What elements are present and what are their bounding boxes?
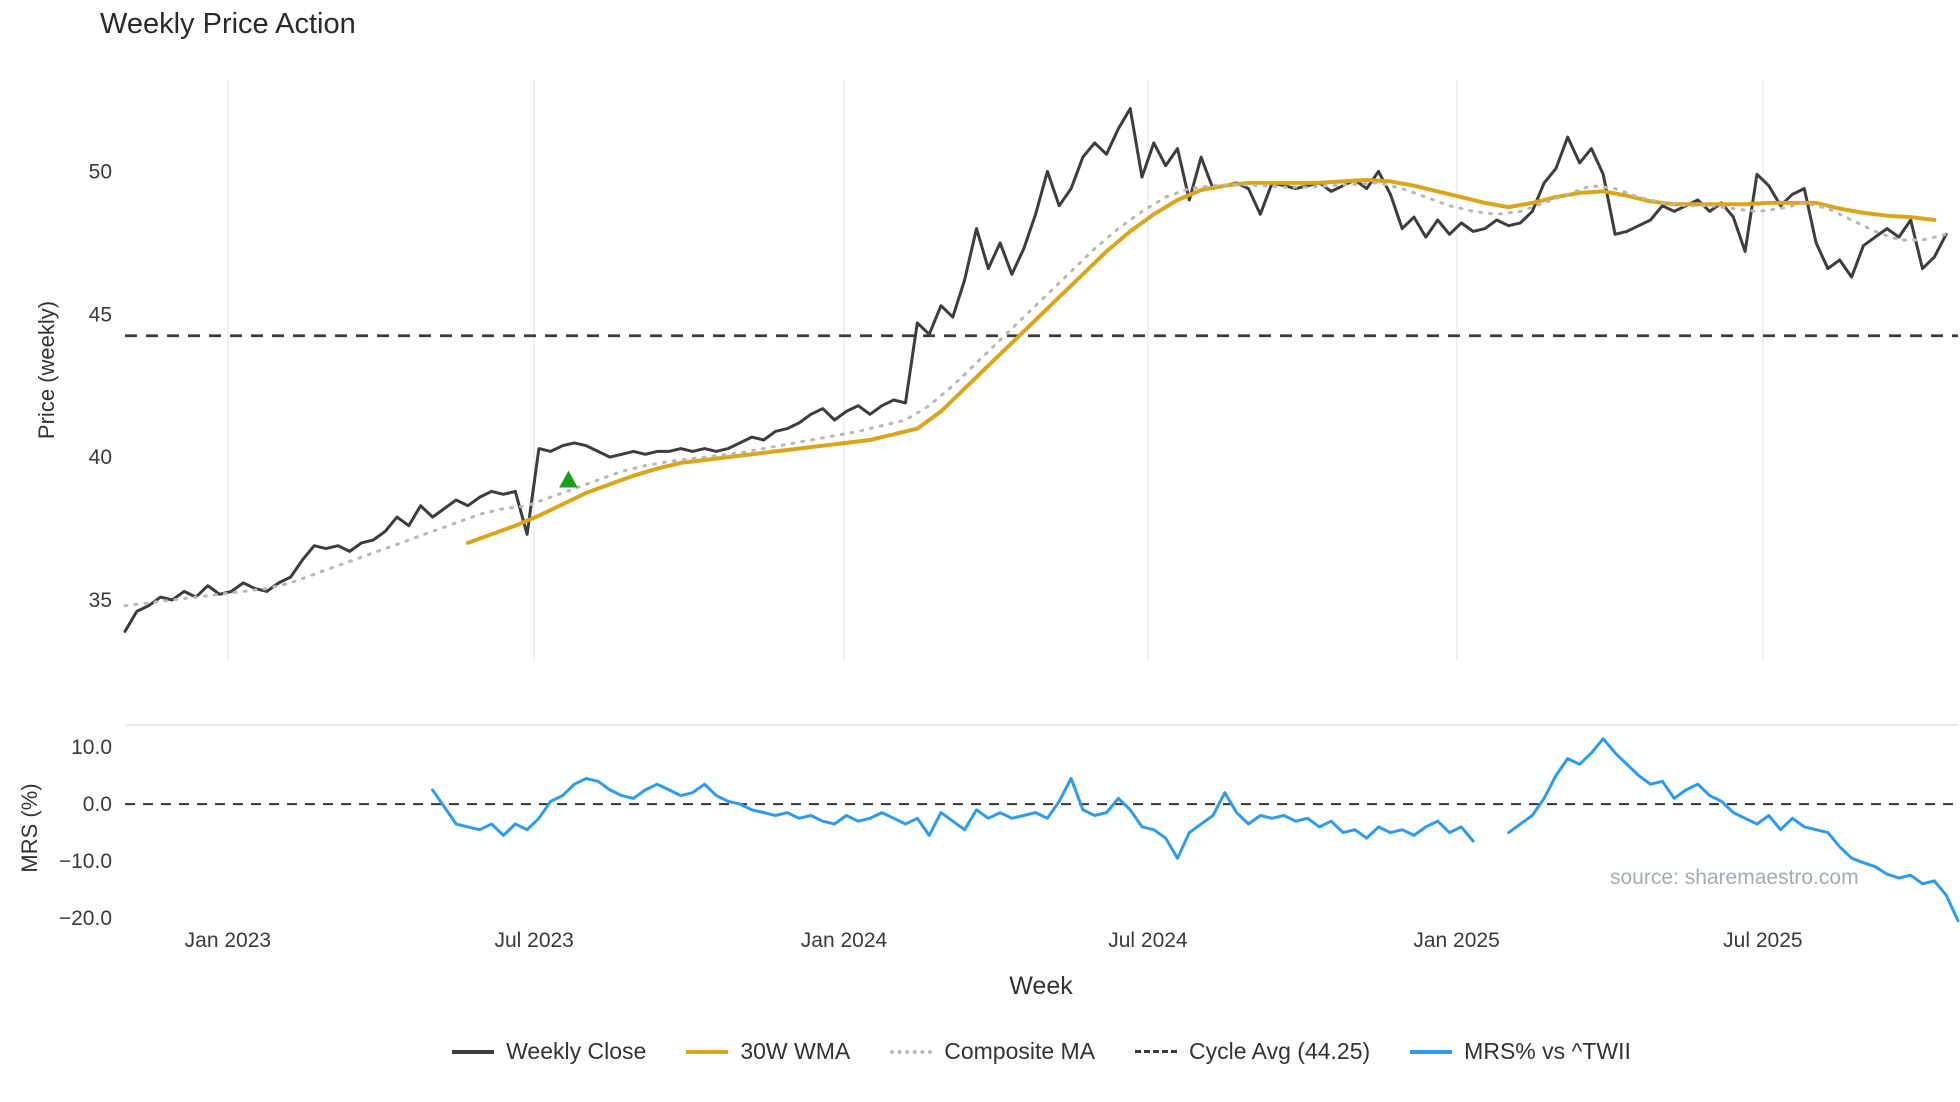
ytick-label-mrs: 0.0 [83,793,112,816]
series-composite-ma [123,181,1948,608]
ytick-label-price: 50 [89,160,112,183]
chart-title: Weekly Price Action [100,8,356,40]
legend-label: MRS% vs ^TWII [1464,1038,1631,1064]
cycle-avg-line-swatch [1135,1050,1178,1053]
mrs-axis-label: MRS (%) [17,783,42,873]
series-weekly-close [123,107,1948,633]
mrs-line-swatch [1410,1049,1453,1054]
legend-item-composite-ma: Composite MA [890,1038,1095,1065]
price-axis-label: Price (weekly) [34,300,59,440]
wma-line-swatch [686,1049,729,1054]
ytick-label-mrs: 10.0 [71,736,112,759]
legend-item-30w-wma: 30W WMA [686,1038,850,1065]
legend: Weekly Close 30W WMA Composite MA Cycle … [125,1038,1958,1065]
ytick-label-mrs: −10.0 [59,850,112,873]
xtick-label: Jul 2024 [1108,929,1188,952]
xtick-label: Jul 2023 [494,929,573,952]
ytick-label-mrs: −20.0 [59,907,112,930]
source-attribution: source: sharemaestro.com [1610,866,1859,889]
xtick-label: Jan 2023 [185,929,271,952]
legend-label: 30W WMA [740,1038,851,1064]
xtick-label: Jan 2025 [1413,929,1499,952]
series-mrs-vs-twii [431,737,1960,923]
ytick-label-price: 35 [89,589,112,612]
legend-item-weekly-close: Weekly Close [452,1038,646,1065]
composite-ma-line-swatch [890,1049,933,1054]
series-30w-wma [465,178,1937,545]
xtick-label: Jul 2025 [1723,929,1802,952]
ytick-label-price: 45 [89,303,112,326]
legend-item-cycle-avg: Cycle Avg (44.25) [1135,1038,1370,1065]
buy-signal-marker [559,470,578,488]
legend-item-mrs: MRS% vs ^TWII [1410,1038,1631,1065]
x-axis-label: Week [1009,972,1073,1000]
legend-label: Composite MA [944,1038,1096,1064]
xtick-label: Jan 2024 [801,929,888,952]
ytick-label-price: 40 [89,446,112,469]
legend-label: Cycle Avg (44.25) [1189,1038,1371,1064]
weekly-close-line-swatch [452,1049,495,1054]
legend-label: Weekly Close [506,1038,647,1064]
